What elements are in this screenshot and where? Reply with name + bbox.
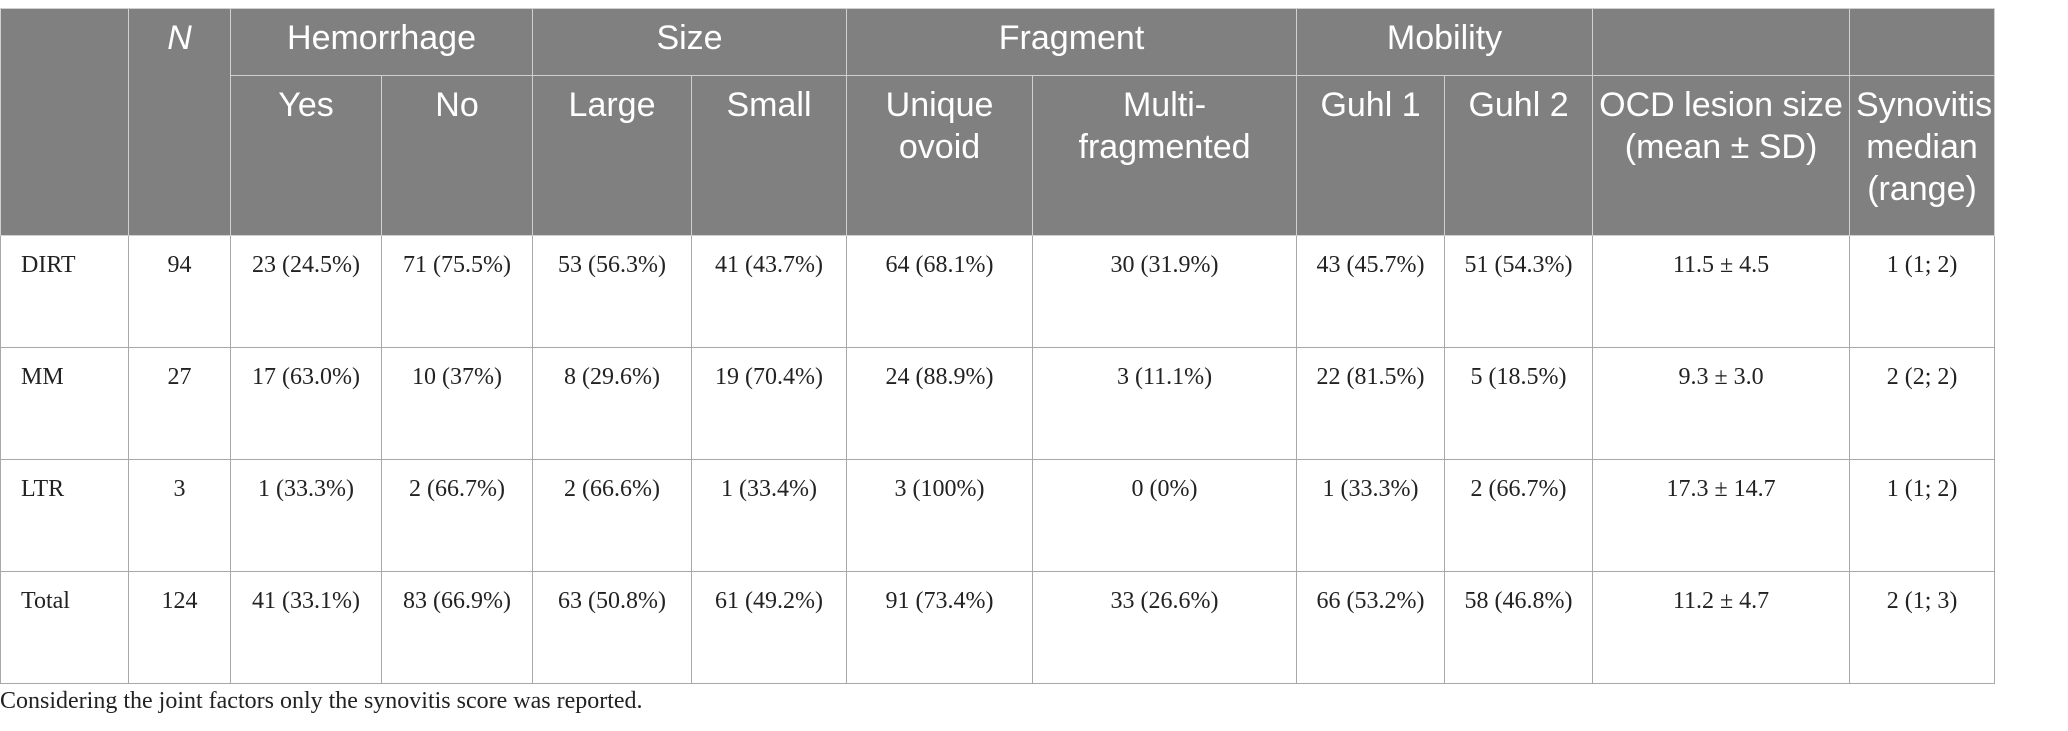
cell-guhl-2: 51 (54.3%)	[1444, 235, 1594, 348]
data-table: N Hemorrhage Size Fragment Mobility Yes …	[0, 8, 1996, 684]
cell-unique-ovoid: 64 (68.1%)	[846, 235, 1034, 348]
table-row: DIRT 94 23 (24.5%) 71 (75.5%) 53 (56.3%)…	[0, 235, 1996, 348]
cell-hemorrhage-no: 83 (66.9%)	[380, 571, 534, 684]
header-multi-fragmented: Multi-fragmented	[1032, 75, 1298, 236]
cell-multi-fragmented: 3 (11.1%)	[1032, 347, 1298, 460]
cell-hemorrhage-no: 71 (75.5%)	[380, 235, 534, 348]
cell-synovitis: 1 (1; 2)	[1849, 459, 1996, 572]
cell-ocd-lesion-size: 17.3 ± 14.7	[1592, 459, 1851, 572]
cell-size-large: 53 (56.3%)	[532, 235, 693, 348]
cell-n: 124	[128, 571, 231, 684]
cell-synovitis: 1 (1; 2)	[1849, 235, 1996, 348]
table-row: LTR 3 1 (33.3%) 2 (66.7%) 2 (66.6%) 1 (3…	[0, 459, 1996, 572]
cell-multi-fragmented: 30 (31.9%)	[1032, 235, 1298, 348]
header-mobility: Mobility	[1296, 8, 1594, 76]
cell-size-large: 8 (29.6%)	[532, 347, 693, 460]
row-label: LTR	[0, 459, 129, 572]
cell-size-small: 61 (49.2%)	[691, 571, 848, 684]
header-yes: Yes	[230, 75, 382, 236]
cell-synovitis: 2 (2; 2)	[1849, 347, 1996, 460]
row-label: Total	[0, 571, 129, 684]
cell-hemorrhage-yes: 17 (63.0%)	[230, 347, 382, 460]
header-large: Large	[532, 75, 693, 236]
header-blank	[0, 8, 129, 236]
row-label: MM	[0, 347, 129, 460]
cell-n: 3	[128, 459, 231, 572]
cell-ocd-lesion-size: 9.3 ± 3.0	[1592, 347, 1851, 460]
cell-guhl-1: 66 (53.2%)	[1296, 571, 1446, 684]
header-hemorrhage: Hemorrhage	[229, 8, 534, 76]
cell-size-small: 19 (70.4%)	[691, 347, 848, 460]
cell-guhl-1: 1 (33.3%)	[1296, 459, 1446, 572]
header-small: Small	[691, 75, 848, 236]
header-row-top: N Hemorrhage Size Fragment Mobility	[0, 8, 1996, 236]
cell-guhl-1: 43 (45.7%)	[1296, 235, 1446, 348]
table-row: MM 27 17 (63.0%) 10 (37%) 8 (29.6%) 19 (…	[0, 347, 1996, 460]
cell-size-small: 1 (33.4%)	[691, 459, 848, 572]
header-guhl-2: Guhl 2	[1444, 75, 1594, 236]
cell-hemorrhage-yes: 1 (33.3%)	[230, 459, 382, 572]
cell-hemorrhage-no: 10 (37%)	[380, 347, 534, 460]
cell-unique-ovoid: 24 (88.9%)	[846, 347, 1034, 460]
cell-multi-fragmented: 33 (26.6%)	[1032, 571, 1298, 684]
cell-hemorrhage-no: 2 (66.7%)	[380, 459, 534, 572]
cell-ocd-lesion-size: 11.5 ± 4.5	[1592, 235, 1851, 348]
cell-guhl-2: 58 (46.8%)	[1444, 571, 1594, 684]
cell-synovitis: 2 (1; 3)	[1849, 571, 1996, 684]
header-synovitis: Synovitis median (range)	[1849, 75, 1996, 236]
header-size: Size	[532, 8, 848, 76]
cell-hemorrhage-yes: 41 (33.1%)	[230, 571, 382, 684]
header-blank-3	[1849, 8, 1996, 76]
header-row-sub: Yes No Large Small Unique ovoid Multi-fr…	[1, 75, 1996, 236]
header-unique-ovoid: Unique ovoid	[846, 75, 1034, 236]
cell-size-small: 41 (43.7%)	[691, 235, 848, 348]
cell-guhl-2: 2 (66.7%)	[1444, 459, 1594, 572]
cell-n: 94	[128, 235, 231, 348]
cell-unique-ovoid: 91 (73.4%)	[846, 571, 1034, 684]
cell-guhl-1: 22 (81.5%)	[1296, 347, 1446, 460]
cell-size-large: 2 (66.6%)	[532, 459, 693, 572]
cell-ocd-lesion-size: 11.2 ± 4.7	[1592, 571, 1851, 684]
table-row: Total 124 41 (33.1%) 83 (66.9%) 63 (50.8…	[0, 571, 1996, 684]
row-label: DIRT	[0, 235, 129, 348]
header-no: No	[380, 75, 534, 236]
cell-n: 27	[128, 347, 231, 460]
header-guhl-1: Guhl 1	[1296, 75, 1446, 236]
header-ocd-lesion-size: OCD lesion size (mean ± SD)	[1592, 75, 1851, 236]
header-fragment: Fragment	[846, 8, 1298, 76]
header-n: N	[128, 8, 231, 236]
cell-size-large: 63 (50.8%)	[532, 571, 693, 684]
cell-unique-ovoid: 3 (100%)	[846, 459, 1034, 572]
cell-guhl-2: 5 (18.5%)	[1444, 347, 1594, 460]
table-footnote: Considering the joint factors only the s…	[0, 688, 643, 714]
cell-multi-fragmented: 0 (0%)	[1032, 459, 1298, 572]
header-blank-2	[1592, 8, 1851, 76]
cell-hemorrhage-yes: 23 (24.5%)	[230, 235, 382, 348]
